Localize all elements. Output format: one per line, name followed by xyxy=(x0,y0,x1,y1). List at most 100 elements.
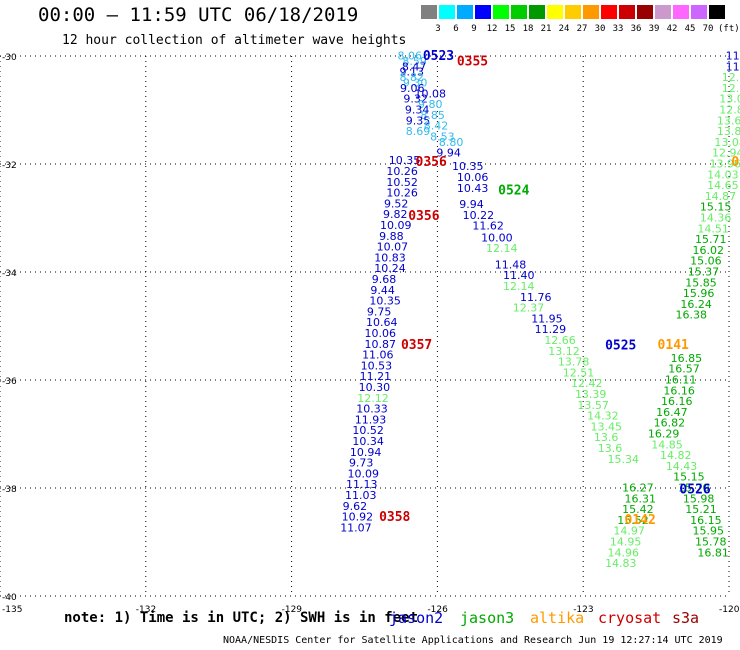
wave-height-value: 13.12 xyxy=(548,345,580,358)
wave-height-value: 9.13 xyxy=(399,66,424,79)
lon-tick-label: -129 xyxy=(282,605,303,615)
wave-height-value: 12.12 xyxy=(357,392,389,405)
wave-height-value: 11.07 xyxy=(340,521,372,534)
wave-height-value: 10.35 xyxy=(369,295,401,308)
wave-height-value: 10.22 xyxy=(463,209,495,222)
wave-height-value: 11.62 xyxy=(472,220,504,233)
wave-height-value: 16.38 xyxy=(676,309,708,322)
wave-height-value: 16.11 xyxy=(665,373,697,386)
wave-height-value: 13.45 xyxy=(590,420,622,433)
wave-height-value: 8.47 xyxy=(402,60,427,73)
wave-height-value: 10.08 xyxy=(415,87,447,100)
wave-height-value: 10.06 xyxy=(365,327,397,340)
wave-height-value: 8.06 xyxy=(398,49,423,62)
lon-tick-label: -120 xyxy=(719,605,740,615)
lon-tick-label: -126 xyxy=(427,605,448,615)
wave-height-value: 12.93 xyxy=(722,71,740,84)
wave-height-value: 10.26 xyxy=(386,165,418,178)
wave-height-value: 13.60 xyxy=(717,114,740,127)
wave-height-value: 10.94 xyxy=(350,446,382,459)
legend-label: 24 xyxy=(558,24,570,34)
wave-height-value: 15.71 xyxy=(695,233,727,246)
wave-height-value: 9.75 xyxy=(367,305,392,318)
legend-swatch xyxy=(493,5,509,19)
track-time-label: 0357 xyxy=(401,338,432,353)
wave-height-value: 14.65 xyxy=(707,179,739,192)
wave-height-value: 11.93 xyxy=(355,413,387,426)
lat-tick-label: -30 xyxy=(2,53,17,63)
legend-swatch xyxy=(601,5,617,19)
wave-height-value: 10.09 xyxy=(380,219,412,232)
wave-height-value: 15.15 xyxy=(700,201,732,214)
track-time-label: 0355 xyxy=(457,54,488,69)
wave-height-value: 9.52 xyxy=(384,197,409,210)
wave-height-value: 13.06 xyxy=(719,93,740,106)
wave-height-value: 10.87 xyxy=(365,338,397,351)
wave-height-points: 8.068.598.479.138.829.309.0610.089.329.8… xyxy=(340,49,740,570)
wave-height-value: 9.82 xyxy=(383,208,408,221)
lon-tick-label: -135 xyxy=(2,605,22,615)
legend-swatch xyxy=(673,5,689,19)
map-subtitle: 12 hour collection of altimeter wave hei… xyxy=(62,33,407,48)
wave-height-value: 14.83 xyxy=(605,557,637,570)
track-time-label: 0524 xyxy=(498,183,529,198)
legend-swatch xyxy=(439,5,455,19)
legend-label: 3 xyxy=(435,24,441,34)
legend-swatch xyxy=(457,5,473,19)
lon-tick-label: -123 xyxy=(573,605,593,615)
legend-label: 18 xyxy=(522,24,534,34)
wave-height-value: 8.59 xyxy=(402,55,427,68)
wave-height-value: 12.37 xyxy=(513,302,545,315)
legend-label: 42 xyxy=(666,24,678,34)
legend-swatch xyxy=(529,5,545,19)
legend-label: 15 xyxy=(504,24,516,34)
wave-height-value: 12.66 xyxy=(544,334,576,347)
wave-height-value: 12.14 xyxy=(486,242,518,255)
wave-height-value: 16.85 xyxy=(671,352,703,365)
wave-height-value: 9.94 xyxy=(459,198,484,211)
lat-tick-label: -32 xyxy=(2,161,17,171)
wave-height-value: 8.69 xyxy=(406,125,431,138)
wave-height-value: 12.94 xyxy=(712,147,740,160)
map-note: note: 1) Time is in UTC; 2) SWH is in fe… xyxy=(64,610,419,626)
wave-height-value: 15.21 xyxy=(685,503,717,516)
wave-height-value: 8.82 xyxy=(399,71,424,84)
wave-height-value: 14.85 xyxy=(651,438,683,451)
satellite-label-s3a: s3a xyxy=(672,609,700,627)
lat-tick-label: -36 xyxy=(2,377,17,387)
legend-swatch xyxy=(709,5,725,19)
legend-swatch xyxy=(691,5,707,19)
legend-swatch xyxy=(619,5,635,19)
track-labels: 0523 035505240356035603570358052505260141… xyxy=(379,49,740,528)
lat-tick-label: -38 xyxy=(2,485,17,495)
legend-label: 12 xyxy=(486,24,498,34)
legend-label: 36 xyxy=(630,24,642,34)
wave-height-value: 15.70 xyxy=(678,481,710,494)
wave-height-value: 16.15 xyxy=(690,514,722,527)
wave-height-value: 13.6 xyxy=(594,431,619,444)
wave-height-value: 10.53 xyxy=(361,359,393,372)
wave-height-value: 9.88 xyxy=(379,230,404,243)
wave-height-value: 15.85 xyxy=(685,276,717,289)
wave-height-value: 10.07 xyxy=(377,241,409,254)
wave-height-value: 15.78 xyxy=(695,535,727,548)
wave-height-value: 10.52 xyxy=(386,176,418,189)
wave-height-value: 10.30 xyxy=(359,381,391,394)
lat-tick-label: -40 xyxy=(2,593,17,603)
legend-swatch xyxy=(511,5,527,19)
wave-height-value: 9.06 xyxy=(400,82,425,95)
wave-height-value: 16.29 xyxy=(648,427,680,440)
wave-height-value: 9.34 xyxy=(405,103,430,116)
wave-height-value: 16.02 xyxy=(693,244,725,257)
legend-swatch xyxy=(583,5,599,19)
wave-height-value: 15.95 xyxy=(693,525,725,538)
wave-height-value: 16.47 xyxy=(656,406,688,419)
wave-height-value: 14.03 xyxy=(707,168,739,181)
wave-height-value: 10.35 xyxy=(389,154,421,167)
wave-height-value: 11.76 xyxy=(520,291,552,304)
legend-swatch xyxy=(421,5,437,19)
wave-height-value: 13.96 xyxy=(710,157,740,170)
wave-height-value: 16.27 xyxy=(622,481,654,494)
legend-label: 70 xyxy=(702,24,714,34)
legend-label: 27 xyxy=(576,24,588,34)
